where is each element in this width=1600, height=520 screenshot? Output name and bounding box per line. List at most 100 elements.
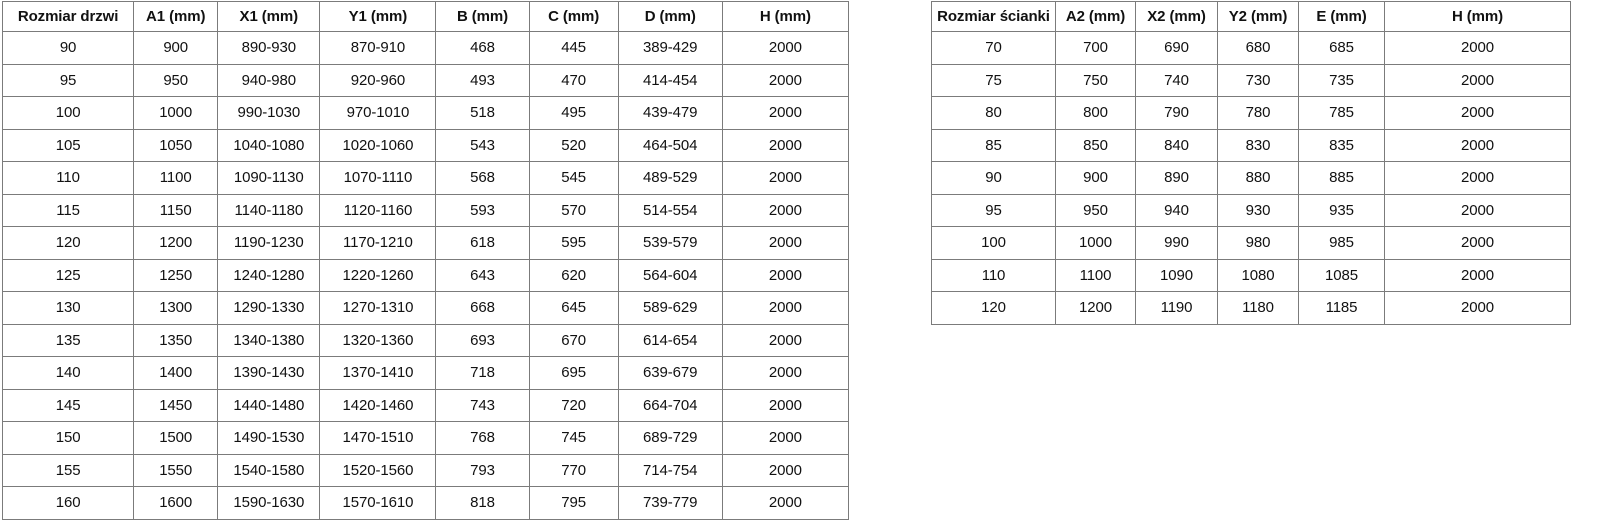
column-header: X1 (mm) [217, 1, 321, 32]
table-cell: 1350 [133, 323, 219, 357]
table-cell: 990 [1135, 226, 1218, 260]
table-cell: 743 [435, 388, 530, 422]
table-cell: 150 [1, 421, 135, 455]
table-cell: 885 [1298, 161, 1385, 195]
table-cell: 700 [1055, 31, 1136, 65]
table-cell: 439-479 [617, 96, 723, 130]
table-cell: 870-910 [319, 31, 437, 65]
table-cell: 670 [528, 323, 619, 357]
table-cell: 2000 [1384, 226, 1571, 260]
table-cell: 790 [1135, 96, 1218, 130]
table-cell: 970-1010 [319, 96, 437, 130]
table-cell: 800 [1055, 96, 1136, 130]
walls-table-body: 70 700 690 680 685 2000 75 750 740 730 735 2000 80 80… [931, 31, 1571, 325]
table-cell: 730 [1217, 63, 1299, 97]
table-cell: 1400 [133, 356, 219, 390]
column-header: Rozmiar drzwi [1, 1, 135, 32]
table-cell: 735 [1298, 63, 1385, 97]
table-cell: 1180 [1217, 291, 1299, 325]
table-cell: 445 [528, 31, 619, 65]
table-cell: 950 [133, 63, 219, 97]
table-cell: 120 [931, 291, 1056, 325]
column-header: X2 (mm) [1135, 1, 1218, 32]
table-row: 95 950 940 930 935 2000 [931, 193, 1571, 227]
table-cell: 100 [931, 226, 1056, 260]
table-cell: 1500 [133, 421, 219, 455]
table-cell: 1200 [133, 226, 219, 260]
table-cell: 570 [528, 193, 619, 227]
table-cell: 2000 [721, 31, 850, 65]
table-cell: 693 [435, 323, 530, 357]
table-cell: 468 [435, 31, 530, 65]
table-cell: 768 [435, 421, 530, 455]
table-cell: 1470-1510 [319, 421, 437, 455]
table-cell: 1040-1080 [217, 128, 321, 162]
table-cell: 75 [931, 63, 1056, 97]
column-header: C (mm) [528, 1, 619, 32]
table-cell: 830 [1217, 128, 1299, 162]
table-cell: 2000 [1384, 63, 1571, 97]
table-cell: 589-629 [617, 291, 723, 325]
table-cell: 125 [1, 258, 135, 292]
table-cell: 1320-1360 [319, 323, 437, 357]
table-cell: 110 [931, 258, 1056, 292]
table-cell: 2000 [721, 421, 850, 455]
table-cell: 520 [528, 128, 619, 162]
table-cell: 1370-1410 [319, 356, 437, 390]
table-cell: 1450 [133, 388, 219, 422]
table-row: 70 700 690 680 685 2000 [931, 31, 1571, 65]
table-cell: 518 [435, 96, 530, 130]
table-cell: 643 [435, 258, 530, 292]
table-cell: 740 [1135, 63, 1218, 97]
table-cell: 595 [528, 226, 619, 260]
table-cell: 593 [435, 193, 530, 227]
table-row: 90 900 890 880 885 2000 [931, 161, 1571, 195]
walls-table-header: Rozmiar ścianki A2 (mm) X2 (mm) Y2 (mm) E (m… [931, 1, 1571, 32]
table-cell: 614-654 [617, 323, 723, 357]
table-cell: 1540-1580 [217, 453, 321, 487]
table-cell: 890 [1135, 161, 1218, 195]
table-cell: 100 [1, 96, 135, 130]
table-cell: 739-779 [617, 486, 723, 520]
table-cell: 543 [435, 128, 530, 162]
table-cell: 685 [1298, 31, 1385, 65]
table-row: 150 1500 1490-1530 1470-1510 768 745 689-729 20… [1, 421, 850, 455]
table-cell: 1550 [133, 453, 219, 487]
table-cell: 1600 [133, 486, 219, 520]
table-cell: 818 [435, 486, 530, 520]
table-cell: 90 [1, 31, 135, 65]
table-cell: 1080 [1217, 258, 1299, 292]
table-cell: 1420-1460 [319, 388, 437, 422]
table-cell: 935 [1298, 193, 1385, 227]
table-row: 155 1550 1540-1580 1520-1560 793 770 714-754 20… [1, 453, 850, 487]
table-cell: 1085 [1298, 258, 1385, 292]
walls-dimensions-table: Rozmiar ścianki A2 (mm) X2 (mm) Y2 (mm) E (m… [931, 1, 1571, 325]
table-cell: 130 [1, 291, 135, 325]
table-cell: 1170-1210 [319, 226, 437, 260]
table-cell: 495 [528, 96, 619, 130]
table-header-row: Rozmiar ścianki A2 (mm) X2 (mm) Y2 (mm) E (m… [931, 1, 1571, 32]
table-cell: 1000 [1055, 226, 1136, 260]
table-cell: 1100 [133, 161, 219, 195]
table-cell: 850 [1055, 128, 1136, 162]
table-header-row: Rozmiar drzwi A1 (mm) X1 (mm) Y1 (mm) B (mm)… [1, 1, 850, 32]
column-header: H (mm) [721, 1, 850, 32]
table-cell: 1520-1560 [319, 453, 437, 487]
table-cell: 80 [931, 96, 1056, 130]
table-cell: 950 [1055, 193, 1136, 227]
table-row: 100 1000 990-1030 970-1010 518 495 439-479 2000 [1, 96, 850, 130]
table-cell: 680 [1217, 31, 1299, 65]
table-cell: 1100 [1055, 258, 1136, 292]
table-cell: 70 [931, 31, 1056, 65]
table-row: 135 1350 1340-1380 1320-1360 693 670 614-654 20… [1, 323, 850, 357]
table-cell: 489-529 [617, 161, 723, 195]
table-cell: 980 [1217, 226, 1299, 260]
table-cell: 95 [1, 63, 135, 97]
table-cell: 920-960 [319, 63, 437, 97]
table-cell: 1490-1530 [217, 421, 321, 455]
table-cell: 2000 [1384, 258, 1571, 292]
doors-table-body: 90 900 890-930 870-910 468 445 389-429 2000 95 95… [1, 31, 850, 520]
table-cell: 493 [435, 63, 530, 97]
table-cell: 1240-1280 [217, 258, 321, 292]
